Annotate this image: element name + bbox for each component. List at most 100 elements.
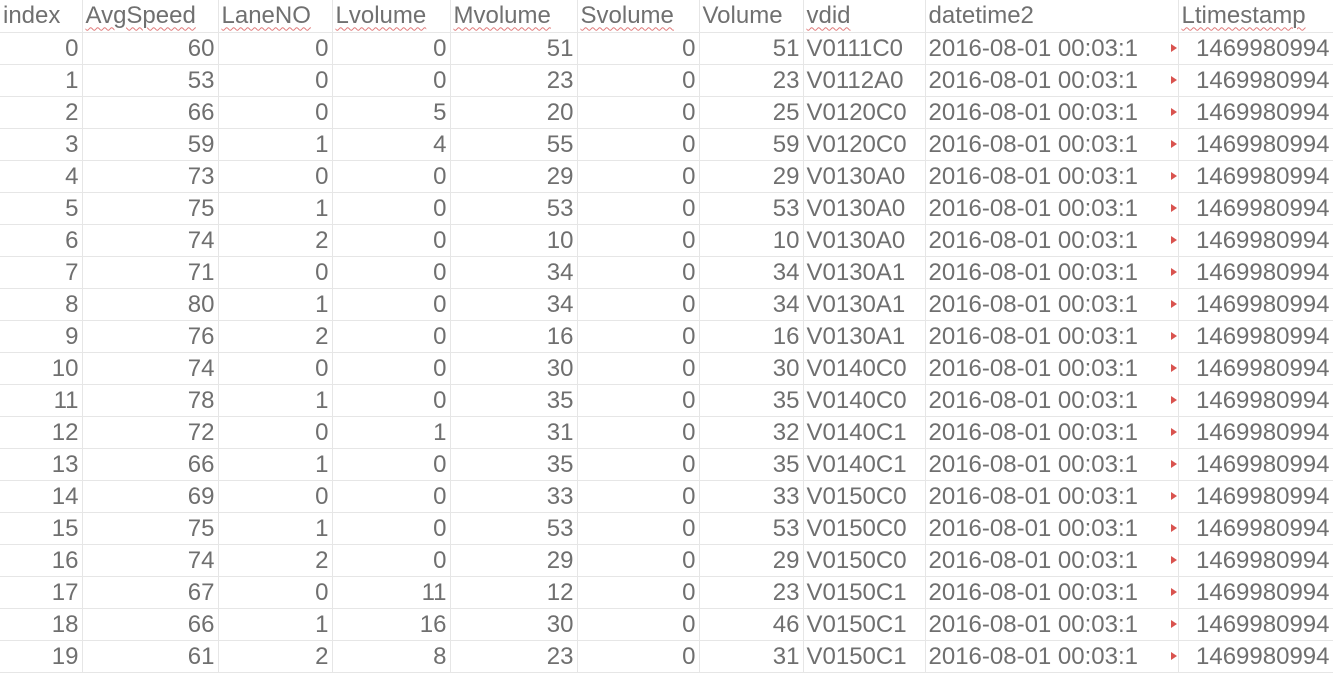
cell-index[interactable]: 2 [0,96,83,129]
cell-vdid[interactable]: V0150C1 [803,640,926,673]
cell-ltimestamp[interactable]: 1469980994 [1178,448,1333,481]
cell-volume[interactable]: 53 [699,192,804,225]
cell-vdid[interactable]: V0150C1 [803,608,926,641]
cell-vdid[interactable]: V0150C0 [803,512,926,545]
cell-avgspeed[interactable]: 61 [82,640,219,673]
cell-avgspeed[interactable]: 80 [82,288,219,321]
cell-svolume[interactable]: 0 [577,128,700,161]
cell-lvolume[interactable]: 1 [332,416,451,449]
cell-lvolume[interactable]: 0 [332,352,451,385]
cell-laneno[interactable]: 0 [218,480,333,513]
cell-avgspeed[interactable]: 66 [82,96,219,129]
cell-lvolume[interactable]: 8 [332,640,451,673]
cell-laneno[interactable]: 1 [218,384,333,417]
cell-vdid[interactable]: V0150C0 [803,480,926,513]
cell-vdid[interactable]: V0150C1 [803,576,926,609]
cell-index[interactable]: 17 [0,576,83,609]
cell-avgspeed[interactable]: 73 [82,160,219,193]
cell-datetime2[interactable]: 2016-08-01 00:03:1 [925,192,1179,225]
cell-mvolume[interactable]: 23 [450,640,578,673]
cell-svolume[interactable]: 0 [577,576,700,609]
cell-lvolume[interactable]: 16 [332,608,451,641]
cell-laneno[interactable]: 2 [218,224,333,257]
cell-datetime2[interactable]: 2016-08-01 00:03:1 [925,32,1179,65]
cell-ltimestamp[interactable]: 1469980994 [1178,288,1333,321]
cell-svolume[interactable]: 0 [577,640,700,673]
cell-mvolume[interactable]: 20 [450,96,578,129]
cell-volume[interactable]: 59 [699,128,804,161]
cell-avgspeed[interactable]: 76 [82,320,219,353]
cell-datetime2[interactable]: 2016-08-01 00:03:1 [925,448,1179,481]
cell-svolume[interactable]: 0 [577,416,700,449]
cell-index[interactable]: 16 [0,544,83,577]
cell-index[interactable]: 19 [0,640,83,673]
cell-ltimestamp[interactable]: 1469980994 [1178,128,1333,161]
cell-lvolume[interactable]: 0 [332,448,451,481]
cell-mvolume[interactable]: 53 [450,192,578,225]
cell-datetime2[interactable]: 2016-08-01 00:03:1 [925,576,1179,609]
cell-vdid[interactable]: V0140C0 [803,352,926,385]
cell-mvolume[interactable]: 12 [450,576,578,609]
cell-avgspeed[interactable]: 75 [82,192,219,225]
cell-laneno[interactable]: 0 [218,32,333,65]
cell-laneno[interactable]: 0 [218,160,333,193]
cell-ltimestamp[interactable]: 1469980994 [1178,512,1333,545]
cell-lvolume[interactable]: 0 [332,288,451,321]
cell-mvolume[interactable]: 30 [450,352,578,385]
cell-index[interactable]: 3 [0,128,83,161]
cell-laneno[interactable]: 1 [218,288,333,321]
cell-volume[interactable]: 46 [699,608,804,641]
column-header-ltimestamp[interactable]: Ltimestamp [1178,0,1333,33]
column-header-avgspeed[interactable]: AvgSpeed [82,0,219,33]
cell-laneno[interactable]: 1 [218,128,333,161]
cell-datetime2[interactable]: 2016-08-01 00:03:1 [925,416,1179,449]
cell-laneno[interactable]: 2 [218,544,333,577]
cell-volume[interactable]: 35 [699,448,804,481]
cell-mvolume[interactable]: 35 [450,384,578,417]
cell-index[interactable]: 7 [0,256,83,289]
cell-mvolume[interactable]: 35 [450,448,578,481]
cell-svolume[interactable]: 0 [577,160,700,193]
cell-laneno[interactable]: 0 [218,256,333,289]
cell-volume[interactable]: 53 [699,512,804,545]
cell-ltimestamp[interactable]: 1469980994 [1178,256,1333,289]
cell-mvolume[interactable]: 29 [450,544,578,577]
cell-avgspeed[interactable]: 53 [82,64,219,97]
cell-mvolume[interactable]: 16 [450,320,578,353]
cell-vdid[interactable]: V0150C0 [803,544,926,577]
cell-svolume[interactable]: 0 [577,480,700,513]
cell-datetime2[interactable]: 2016-08-01 00:03:1 [925,384,1179,417]
cell-svolume[interactable]: 0 [577,448,700,481]
cell-datetime2[interactable]: 2016-08-01 00:03:1 [925,544,1179,577]
cell-volume[interactable]: 23 [699,576,804,609]
cell-svolume[interactable]: 0 [577,64,700,97]
cell-ltimestamp[interactable]: 1469980994 [1178,160,1333,193]
cell-datetime2[interactable]: 2016-08-01 00:03:1 [925,64,1179,97]
column-header-lvolume[interactable]: Lvolume [332,0,451,33]
cell-lvolume[interactable]: 0 [332,64,451,97]
cell-avgspeed[interactable]: 74 [82,352,219,385]
cell-svolume[interactable]: 0 [577,512,700,545]
cell-datetime2[interactable]: 2016-08-01 00:03:1 [925,352,1179,385]
cell-lvolume[interactable]: 5 [332,96,451,129]
cell-index[interactable]: 13 [0,448,83,481]
cell-datetime2[interactable]: 2016-08-01 00:03:1 [925,288,1179,321]
cell-datetime2[interactable]: 2016-08-01 00:03:1 [925,512,1179,545]
cell-avgspeed[interactable]: 75 [82,512,219,545]
cell-lvolume[interactable]: 11 [332,576,451,609]
cell-ltimestamp[interactable]: 1469980994 [1178,384,1333,417]
cell-ltimestamp[interactable]: 1469980994 [1178,352,1333,385]
cell-lvolume[interactable]: 0 [332,384,451,417]
cell-svolume[interactable]: 0 [577,256,700,289]
cell-laneno[interactable]: 0 [218,96,333,129]
cell-mvolume[interactable]: 34 [450,256,578,289]
cell-index[interactable]: 14 [0,480,83,513]
cell-vdid[interactable]: V0112A0 [803,64,926,97]
cell-vdid[interactable]: V0130A0 [803,192,926,225]
cell-lvolume[interactable]: 0 [332,192,451,225]
cell-index[interactable]: 1 [0,64,83,97]
cell-ltimestamp[interactable]: 1469980994 [1178,544,1333,577]
cell-avgspeed[interactable]: 72 [82,416,219,449]
cell-volume[interactable]: 32 [699,416,804,449]
cell-mvolume[interactable]: 51 [450,32,578,65]
